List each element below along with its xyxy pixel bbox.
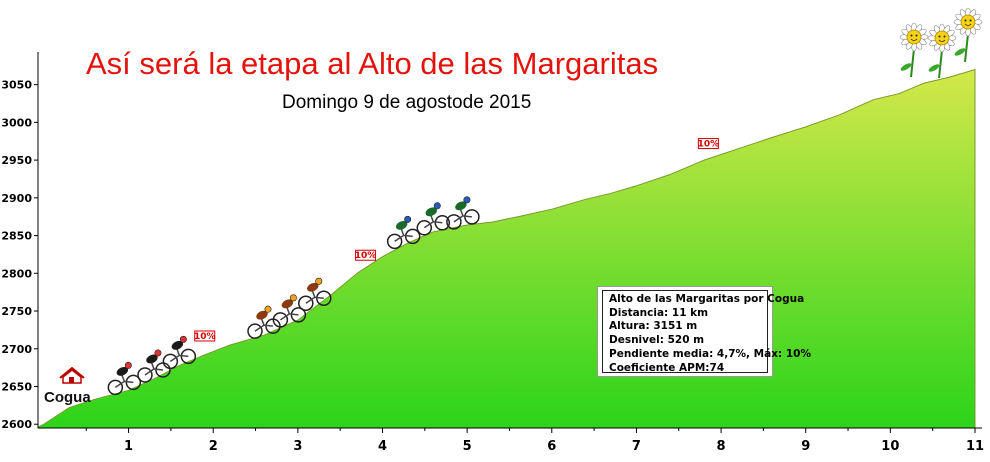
x-tick-label: 6 <box>547 439 556 454</box>
cyclist-icon <box>446 196 480 230</box>
daisy-icon <box>953 7 983 63</box>
grade-label: 10% <box>194 332 216 342</box>
climb-info-inner: Alto de las Margaritas por Cogua Distanc… <box>602 290 811 374</box>
x-tick-label: 5 <box>463 439 472 454</box>
info-line: Altura: 3151 m <box>609 320 698 333</box>
climb-info-box: Alto de las Margaritas por Cogua Distanc… <box>597 286 811 377</box>
x-tick-label: 3 <box>293 439 302 454</box>
x-tick-label: 11 <box>966 439 984 454</box>
y-tick-label: 2800 <box>1 267 32 280</box>
axes <box>37 52 982 429</box>
y-axis-ticks: 2600 2650 2700 2750 2800 2850 2900 2950 3000 3050 <box>1 79 38 431</box>
decorations <box>59 7 983 396</box>
x-tick-label: 7 <box>632 439 641 454</box>
start-town-label: Cogua <box>44 389 91 406</box>
info-line: Alto de las Margaritas por Cogua <box>609 293 805 305</box>
y-tick-label: 2600 <box>1 418 32 431</box>
grade-badge <box>194 330 216 342</box>
grade-badge <box>355 249 377 261</box>
y-tick-label: 2650 <box>1 380 32 393</box>
x-tick-label: 4 <box>378 439 387 454</box>
cyclist-icon <box>107 361 142 396</box>
daisy-icon <box>899 22 929 78</box>
house-icon <box>59 366 85 384</box>
y-tick-label: 2900 <box>1 192 32 205</box>
y-tick-label: 2750 <box>1 305 32 318</box>
x-tick-label: 2 <box>209 439 218 454</box>
y-tick-label: 2850 <box>1 230 32 243</box>
grade-label: 10% <box>698 140 720 150</box>
x-axis-ticks: 1 2 3 4 5 6 7 8 9 10 11 <box>85 428 984 454</box>
elevation-area <box>37 68 976 429</box>
info-line: Desnivel: 520 m <box>609 334 705 347</box>
cyclist-icon <box>416 202 451 236</box>
info-line: Coeficiente APM:74 <box>609 361 725 374</box>
x-tick-label: 1 <box>124 439 133 454</box>
y-tick-label: 3000 <box>1 116 32 129</box>
grade-badge <box>697 138 719 150</box>
y-tick-label: 2700 <box>1 343 32 356</box>
info-line: Distancia: 11 km <box>609 306 709 319</box>
cyclist-icon <box>298 277 332 312</box>
cyclist-icon <box>162 335 197 370</box>
y-tick-label: 2950 <box>1 154 32 167</box>
chart-subtitle: Domingo 9 de agostode 2015 <box>282 92 532 113</box>
y-tick-label: 3050 <box>1 79 32 92</box>
x-tick-label: 8 <box>717 439 726 454</box>
cyclist-icon <box>272 294 307 328</box>
cyclist-icon <box>386 215 421 250</box>
x-tick-label: 10 <box>881 439 899 454</box>
daisy-icon <box>927 23 957 79</box>
x-tick-label: 9 <box>801 439 810 454</box>
grade-labels: 10% 10% 10% <box>194 138 720 342</box>
cyclist-icon <box>247 305 281 339</box>
grade-label: 10% <box>355 251 377 261</box>
chart-title: Así será la etapa al Alto de las Margari… <box>86 46 659 81</box>
info-line: Pendiente media: 4,7%, Máx: 10% <box>609 347 811 360</box>
